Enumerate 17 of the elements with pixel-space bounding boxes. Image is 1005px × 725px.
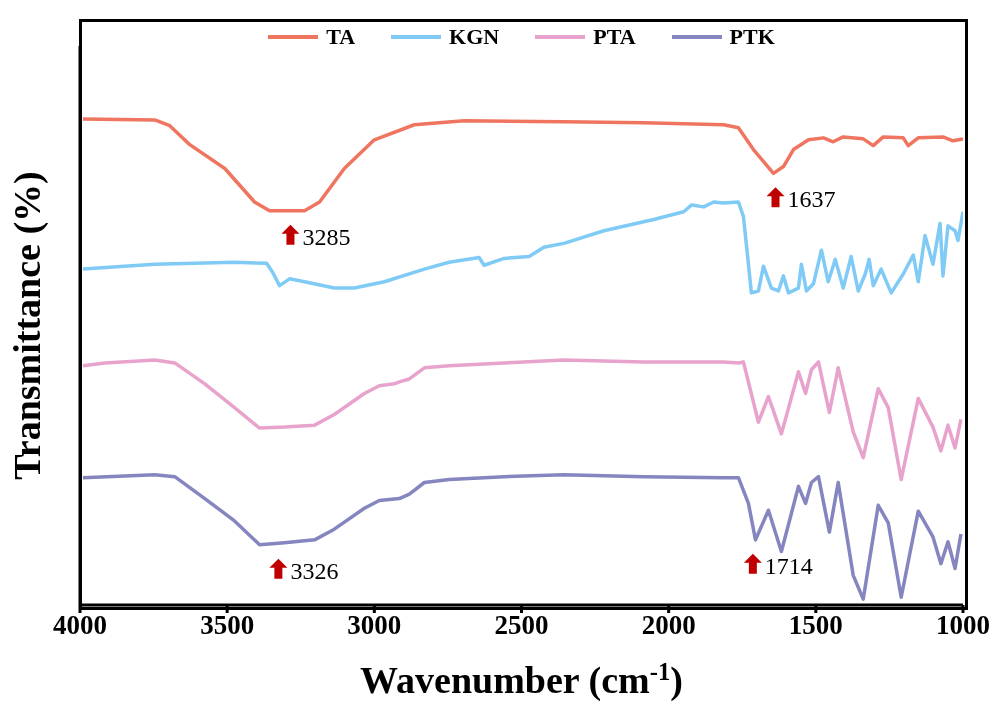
legend-label: TA	[326, 24, 356, 50]
annotation: 1637	[787, 186, 836, 213]
y-axis-title: Transmittance (%)	[6, 171, 49, 480]
legend-label: PTA	[593, 24, 636, 50]
x-tick-label: 4000	[53, 610, 107, 641]
x-tick-label: 3000	[347, 610, 402, 641]
legend-label: KGN	[449, 24, 500, 50]
annotation: 3326	[290, 557, 339, 584]
x-axis-title: Wavenumber (cm$^{-1}$)	[360, 657, 683, 702]
annotation: 1714	[764, 552, 813, 579]
legend-label: PTK	[729, 24, 775, 50]
x-tick-label: 1000	[936, 610, 990, 641]
x-tick-label: 2500	[494, 610, 549, 641]
x-tick-label: 1500	[788, 610, 843, 641]
annotation: 3285	[302, 223, 351, 250]
x-tick-label: 2000	[641, 610, 696, 641]
x-tick-label: 3500	[200, 610, 255, 641]
